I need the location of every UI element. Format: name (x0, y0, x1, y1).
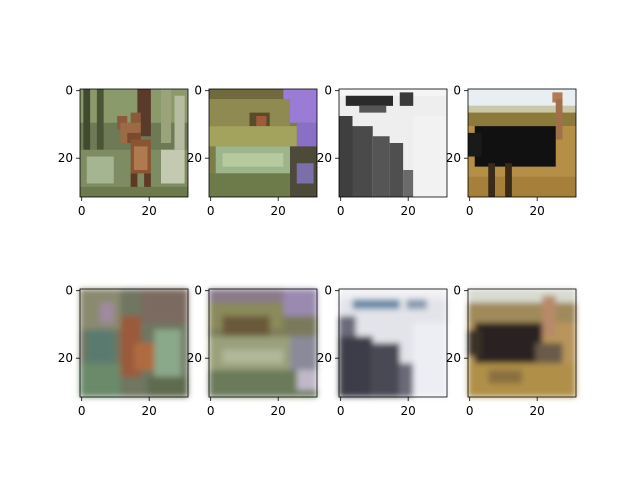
axes-frame (79, 288, 189, 398)
x-tick-label: 20 (401, 404, 416, 418)
y-tick-label: 0 (65, 284, 73, 298)
axes-frame (467, 88, 577, 198)
x-tick-label: 20 (142, 204, 157, 218)
x-tick-label: 0 (466, 204, 474, 218)
y-tick-label: 0 (194, 84, 202, 98)
x-tick-label: 20 (530, 204, 545, 218)
image-panel: 0 20 0 20 (317, 284, 448, 418)
y-tick-label: 20 (187, 351, 202, 365)
panel-image (339, 289, 447, 397)
y-tick-label: 0 (65, 84, 73, 98)
y-tick-label: 0 (194, 284, 202, 298)
x-tick-label: 0 (337, 404, 345, 418)
y-tick-label: 20 (317, 151, 332, 165)
axes-frame (338, 288, 448, 398)
x-tick-label: 0 (337, 204, 345, 218)
image-panel: 0 20 0 20 (58, 284, 189, 418)
x-tick-label: 0 (207, 404, 215, 418)
panel-image (468, 89, 576, 197)
y-tick-label: 20 (58, 351, 73, 365)
y-tick-label: 0 (453, 284, 461, 298)
x-tick-label: 20 (530, 404, 545, 418)
panel-image (80, 89, 188, 197)
panel-image (468, 289, 576, 397)
y-tick-label: 0 (324, 284, 332, 298)
panel-image (209, 89, 317, 197)
y-tick-label: 0 (324, 84, 332, 98)
image-panel: 0 20 0 20 (187, 84, 318, 218)
axes-frame (338, 88, 448, 198)
image-panel: 0 20 0 20 (58, 84, 189, 218)
x-tick-label: 0 (78, 204, 86, 218)
x-tick-label: 20 (142, 404, 157, 418)
image-panel: 0 20 0 20 (317, 84, 448, 218)
x-tick-label: 20 (401, 204, 416, 218)
panel-image (209, 289, 317, 397)
x-tick-label: 0 (207, 204, 215, 218)
axes-frame (467, 288, 577, 398)
x-tick-label: 0 (78, 404, 86, 418)
panel-image (80, 289, 188, 397)
x-tick-label: 0 (466, 404, 474, 418)
axes-frame (208, 88, 318, 198)
panel-image (339, 89, 447, 197)
y-tick-label: 20 (317, 351, 332, 365)
image-panel: 0 20 0 20 (187, 284, 318, 418)
y-tick-label: 20 (446, 351, 461, 365)
x-tick-label: 20 (271, 404, 286, 418)
y-tick-label: 20 (187, 151, 202, 165)
y-tick-label: 0 (453, 84, 461, 98)
image-panel: 0 20 0 20 (446, 284, 577, 418)
x-tick-label: 20 (271, 204, 286, 218)
axes-frame (208, 288, 318, 398)
y-tick-label: 20 (58, 151, 73, 165)
y-tick-label: 20 (446, 151, 461, 165)
image-panel: 0 20 0 20 (446, 84, 577, 218)
axes-frame (79, 88, 189, 198)
